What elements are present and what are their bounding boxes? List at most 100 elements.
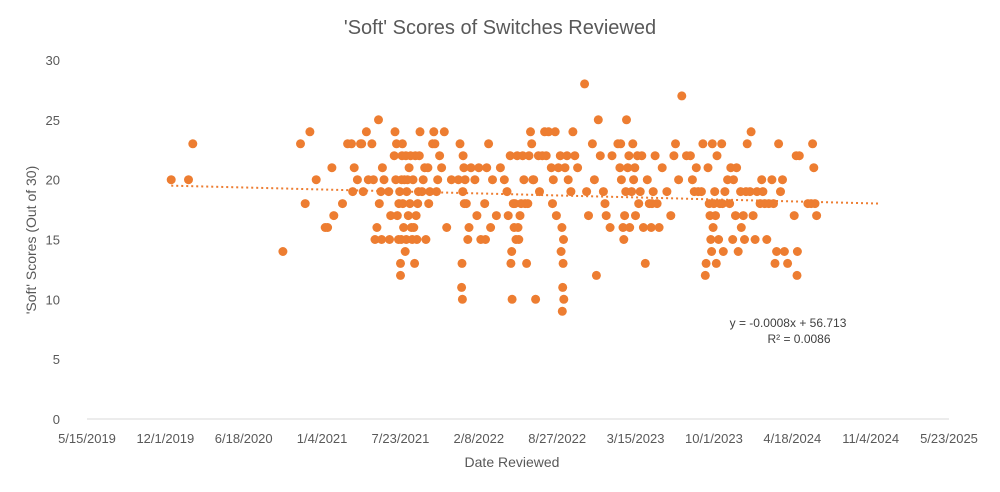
data-point xyxy=(405,199,415,209)
data-point xyxy=(384,187,394,197)
data-point xyxy=(580,79,590,89)
data-point xyxy=(582,187,592,197)
data-point xyxy=(783,258,793,268)
data-point xyxy=(620,211,630,221)
data-point xyxy=(600,199,610,209)
data-point xyxy=(349,163,359,173)
data-point xyxy=(505,151,515,161)
data-point xyxy=(188,139,198,149)
data-point xyxy=(562,151,572,161)
data-point xyxy=(624,151,634,161)
data-point xyxy=(548,175,558,185)
data-point xyxy=(666,211,676,221)
data-point xyxy=(570,151,580,161)
x-tick-label: 8/27/2022 xyxy=(528,431,586,446)
data-point xyxy=(464,223,474,232)
data-point xyxy=(627,187,637,197)
data-point xyxy=(619,235,629,244)
data-point xyxy=(515,211,525,221)
data-point xyxy=(767,175,777,185)
data-point xyxy=(707,139,717,149)
data-point xyxy=(646,223,656,232)
data-point xyxy=(808,139,818,149)
data-point xyxy=(637,151,647,161)
data-point xyxy=(712,151,722,161)
data-point xyxy=(809,163,819,173)
data-point xyxy=(519,175,529,185)
data-point xyxy=(589,175,599,185)
data-point xyxy=(559,294,569,304)
data-point xyxy=(529,175,539,185)
data-point xyxy=(774,139,784,149)
data-point xyxy=(779,247,789,256)
data-point xyxy=(560,163,570,173)
data-point xyxy=(557,306,567,316)
data-point xyxy=(618,223,628,232)
data-point xyxy=(524,151,534,161)
data-point xyxy=(789,211,799,221)
data-point xyxy=(708,223,718,232)
data-point xyxy=(758,187,768,197)
data-point xyxy=(598,187,608,197)
data-point xyxy=(650,151,660,161)
data-point xyxy=(399,223,409,232)
data-point xyxy=(418,175,428,185)
data-point xyxy=(638,223,648,232)
data-point xyxy=(717,139,727,149)
data-point xyxy=(535,187,544,197)
data-point xyxy=(527,139,537,149)
data-point xyxy=(459,163,469,173)
x-tick-label: 2/8/2022 xyxy=(454,431,505,446)
y-tick-label: 30 xyxy=(46,53,60,68)
x-tick-label: 4/18/2024 xyxy=(763,431,821,446)
data-point xyxy=(629,175,639,185)
data-point xyxy=(557,223,567,232)
data-point xyxy=(463,235,473,244)
x-tick-label: 3/15/2023 xyxy=(607,431,665,446)
y-tick-label: 5 xyxy=(53,352,60,367)
data-point xyxy=(616,175,626,185)
x-tick-label: 5/23/2025 xyxy=(920,431,978,446)
data-point xyxy=(518,151,528,161)
data-point xyxy=(731,211,740,221)
data-point xyxy=(794,151,804,161)
data-point xyxy=(706,235,716,244)
x-axis-ticks: 5/15/2019 12/1/2019 6/18/2020 1/4/2021 7/23/… xyxy=(58,431,978,446)
data-point xyxy=(411,211,421,221)
data-point xyxy=(550,127,560,137)
data-point xyxy=(792,270,802,280)
y-tick-label: 25 xyxy=(46,113,60,128)
data-point xyxy=(390,127,400,137)
data-point xyxy=(481,235,490,244)
data-point xyxy=(628,139,638,149)
y-axis-title: 'Soft' Scores (Out of 30) xyxy=(23,166,39,315)
data-point xyxy=(522,258,532,268)
data-point xyxy=(480,199,490,209)
data-point xyxy=(472,211,482,221)
data-point xyxy=(738,211,748,221)
data-point xyxy=(544,127,554,137)
data-point xyxy=(453,175,463,185)
data-point xyxy=(367,139,377,149)
data-point xyxy=(397,139,407,149)
data-point xyxy=(311,175,321,185)
data-point xyxy=(484,139,494,149)
trendline-equation: y = -0.0008x + 56.713 xyxy=(730,316,847,330)
data-point xyxy=(748,211,758,221)
data-point xyxy=(772,247,782,256)
data-point xyxy=(605,223,615,232)
data-point xyxy=(563,175,573,185)
data-point xyxy=(466,163,476,173)
data-point xyxy=(584,211,593,221)
data-point xyxy=(707,247,717,256)
data-point xyxy=(526,127,535,137)
data-point xyxy=(776,187,785,197)
data-point xyxy=(338,199,347,209)
data-point xyxy=(669,151,679,161)
data-point xyxy=(701,258,711,268)
data-point xyxy=(757,175,767,185)
data-point xyxy=(184,175,193,185)
data-point xyxy=(503,211,513,221)
data-point xyxy=(703,163,713,173)
